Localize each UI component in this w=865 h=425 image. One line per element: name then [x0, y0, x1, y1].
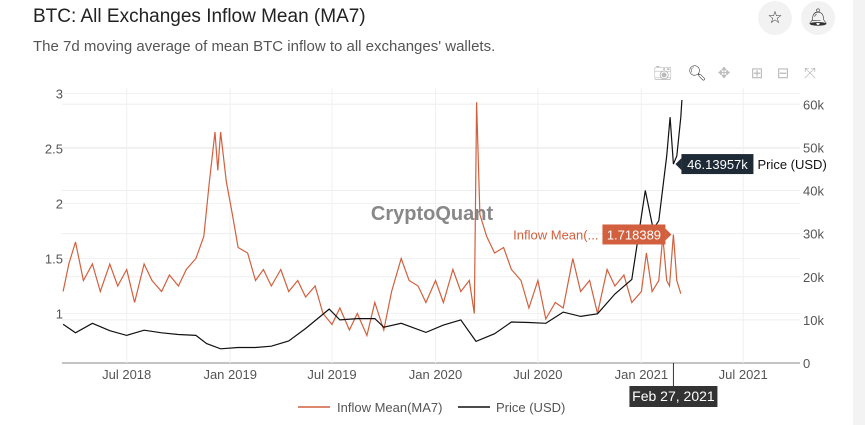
price-line [62, 99, 683, 350]
price-tooltip-value: 46.13957k [687, 157, 748, 172]
y-left-tick-label: 1.5 [45, 252, 63, 267]
price-tooltip-box [681, 154, 754, 175]
x-tick-label: Jan 2020 [409, 367, 463, 382]
y-right-tick-label: 30k [803, 227, 824, 242]
legend-price-label: Price (USD) [496, 400, 565, 415]
y-right-tick-label: 60k [803, 97, 824, 112]
hover-date-box [629, 386, 718, 407]
bell-button[interactable]: 🔔︎ [801, 1, 835, 35]
legend-inflow-label: Inflow Mean(MA7) [337, 400, 442, 415]
camera-icon[interactable]: 📷︎ [653, 65, 672, 82]
x-tick-label: Jan 2021 [615, 367, 669, 382]
hover-date: Feb 27, 2021 [632, 388, 715, 404]
bell-icon: 🔔︎ [807, 8, 829, 27]
zoom-out-icon[interactable]: ⊟ [777, 65, 790, 82]
y-right-tick-label: 10k [803, 313, 824, 328]
star-icon: ☆ [767, 8, 783, 27]
inflow-tooltip-arrow [665, 228, 672, 241]
price-tooltip-label: Price (USD) [757, 157, 826, 172]
page-subtitle: The 7d moving average of mean BTC inflow… [33, 38, 496, 55]
x-tick-label: Jan 2019 [203, 367, 257, 382]
x-tick-label: Jul 2018 [102, 367, 151, 382]
autoscale-icon[interactable]: ⤧ [804, 65, 816, 82]
inflow-tooltip-value: 1.718389 [607, 227, 661, 242]
y-right-tick-label: 40k [803, 184, 824, 199]
price-tooltip-arrow [675, 158, 682, 171]
zoom-icon[interactable]: 🔍︎ [687, 65, 706, 82]
inflow-line [62, 102, 682, 338]
inflow-tooltip-label: Inflow Mean(... [513, 227, 598, 242]
star-button[interactable]: ☆ [758, 1, 792, 35]
x-tick-label: Jul 2021 [719, 367, 768, 382]
y-right-tick-label: 50k [803, 140, 824, 155]
y-left-tick-label: 3 [56, 87, 63, 102]
y-left-tick-label: 2.5 [45, 142, 63, 157]
page-title: BTC: All Exchanges Inflow Mean (MA7) [33, 6, 366, 27]
inflow-tooltip-box [602, 224, 666, 245]
pan-icon[interactable]: ✥ [718, 65, 731, 82]
x-tick-label: Jul 2020 [513, 367, 562, 382]
zoom-in-icon[interactable]: ⊞ [751, 65, 764, 82]
y-right-tick-label: 20k [803, 270, 824, 285]
y-right-tick-label: 0 [803, 356, 810, 371]
y-left-tick-label: 2 [56, 197, 63, 212]
scrollbar[interactable] [853, 0, 865, 425]
x-tick-label: Jul 2019 [307, 367, 356, 382]
y-left-tick-label: 1 [56, 307, 63, 322]
watermark-logo: CryptoQuant [371, 203, 494, 225]
